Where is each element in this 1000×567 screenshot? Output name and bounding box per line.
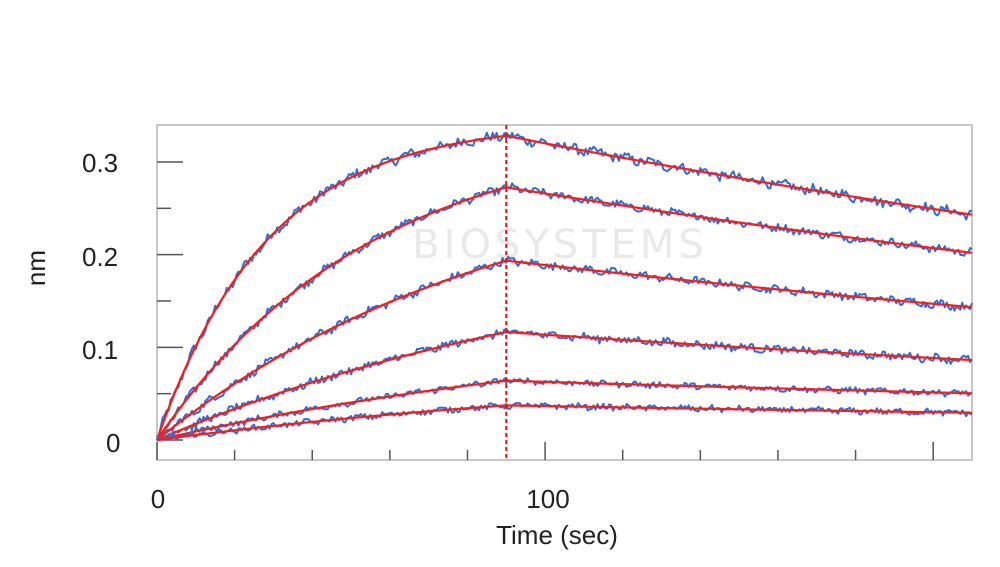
x-tick-label-100: 100	[526, 484, 569, 514]
fit-curve-5	[156, 379, 973, 442]
x-tick-label-0: 0	[151, 484, 165, 514]
series-group	[155, 131, 973, 442]
fit-curve-6	[156, 404, 973, 442]
plot-frame	[156, 124, 973, 461]
fit-curve-4	[156, 330, 973, 442]
measured-trace-6	[156, 402, 973, 441]
y-axis-title: nm	[21, 250, 51, 286]
axis-ticks	[156, 161, 934, 460]
fit-curve-3	[156, 259, 973, 441]
fit-curve-2	[156, 186, 973, 441]
y-tick-label-0: 0	[106, 428, 120, 458]
y-tick-label-0.3: 0.3	[82, 148, 118, 178]
y-tick-label-0.1: 0.1	[82, 335, 118, 365]
x-axis-title: Time (sec)	[496, 520, 618, 550]
y-tick-label-0.2: 0.2	[82, 242, 118, 272]
measured-trace-2	[156, 182, 973, 438]
fit-curve-1	[155, 134, 973, 441]
measured-trace-4	[156, 328, 973, 441]
watermark-text: BIOSYSTEMS	[412, 222, 708, 268]
